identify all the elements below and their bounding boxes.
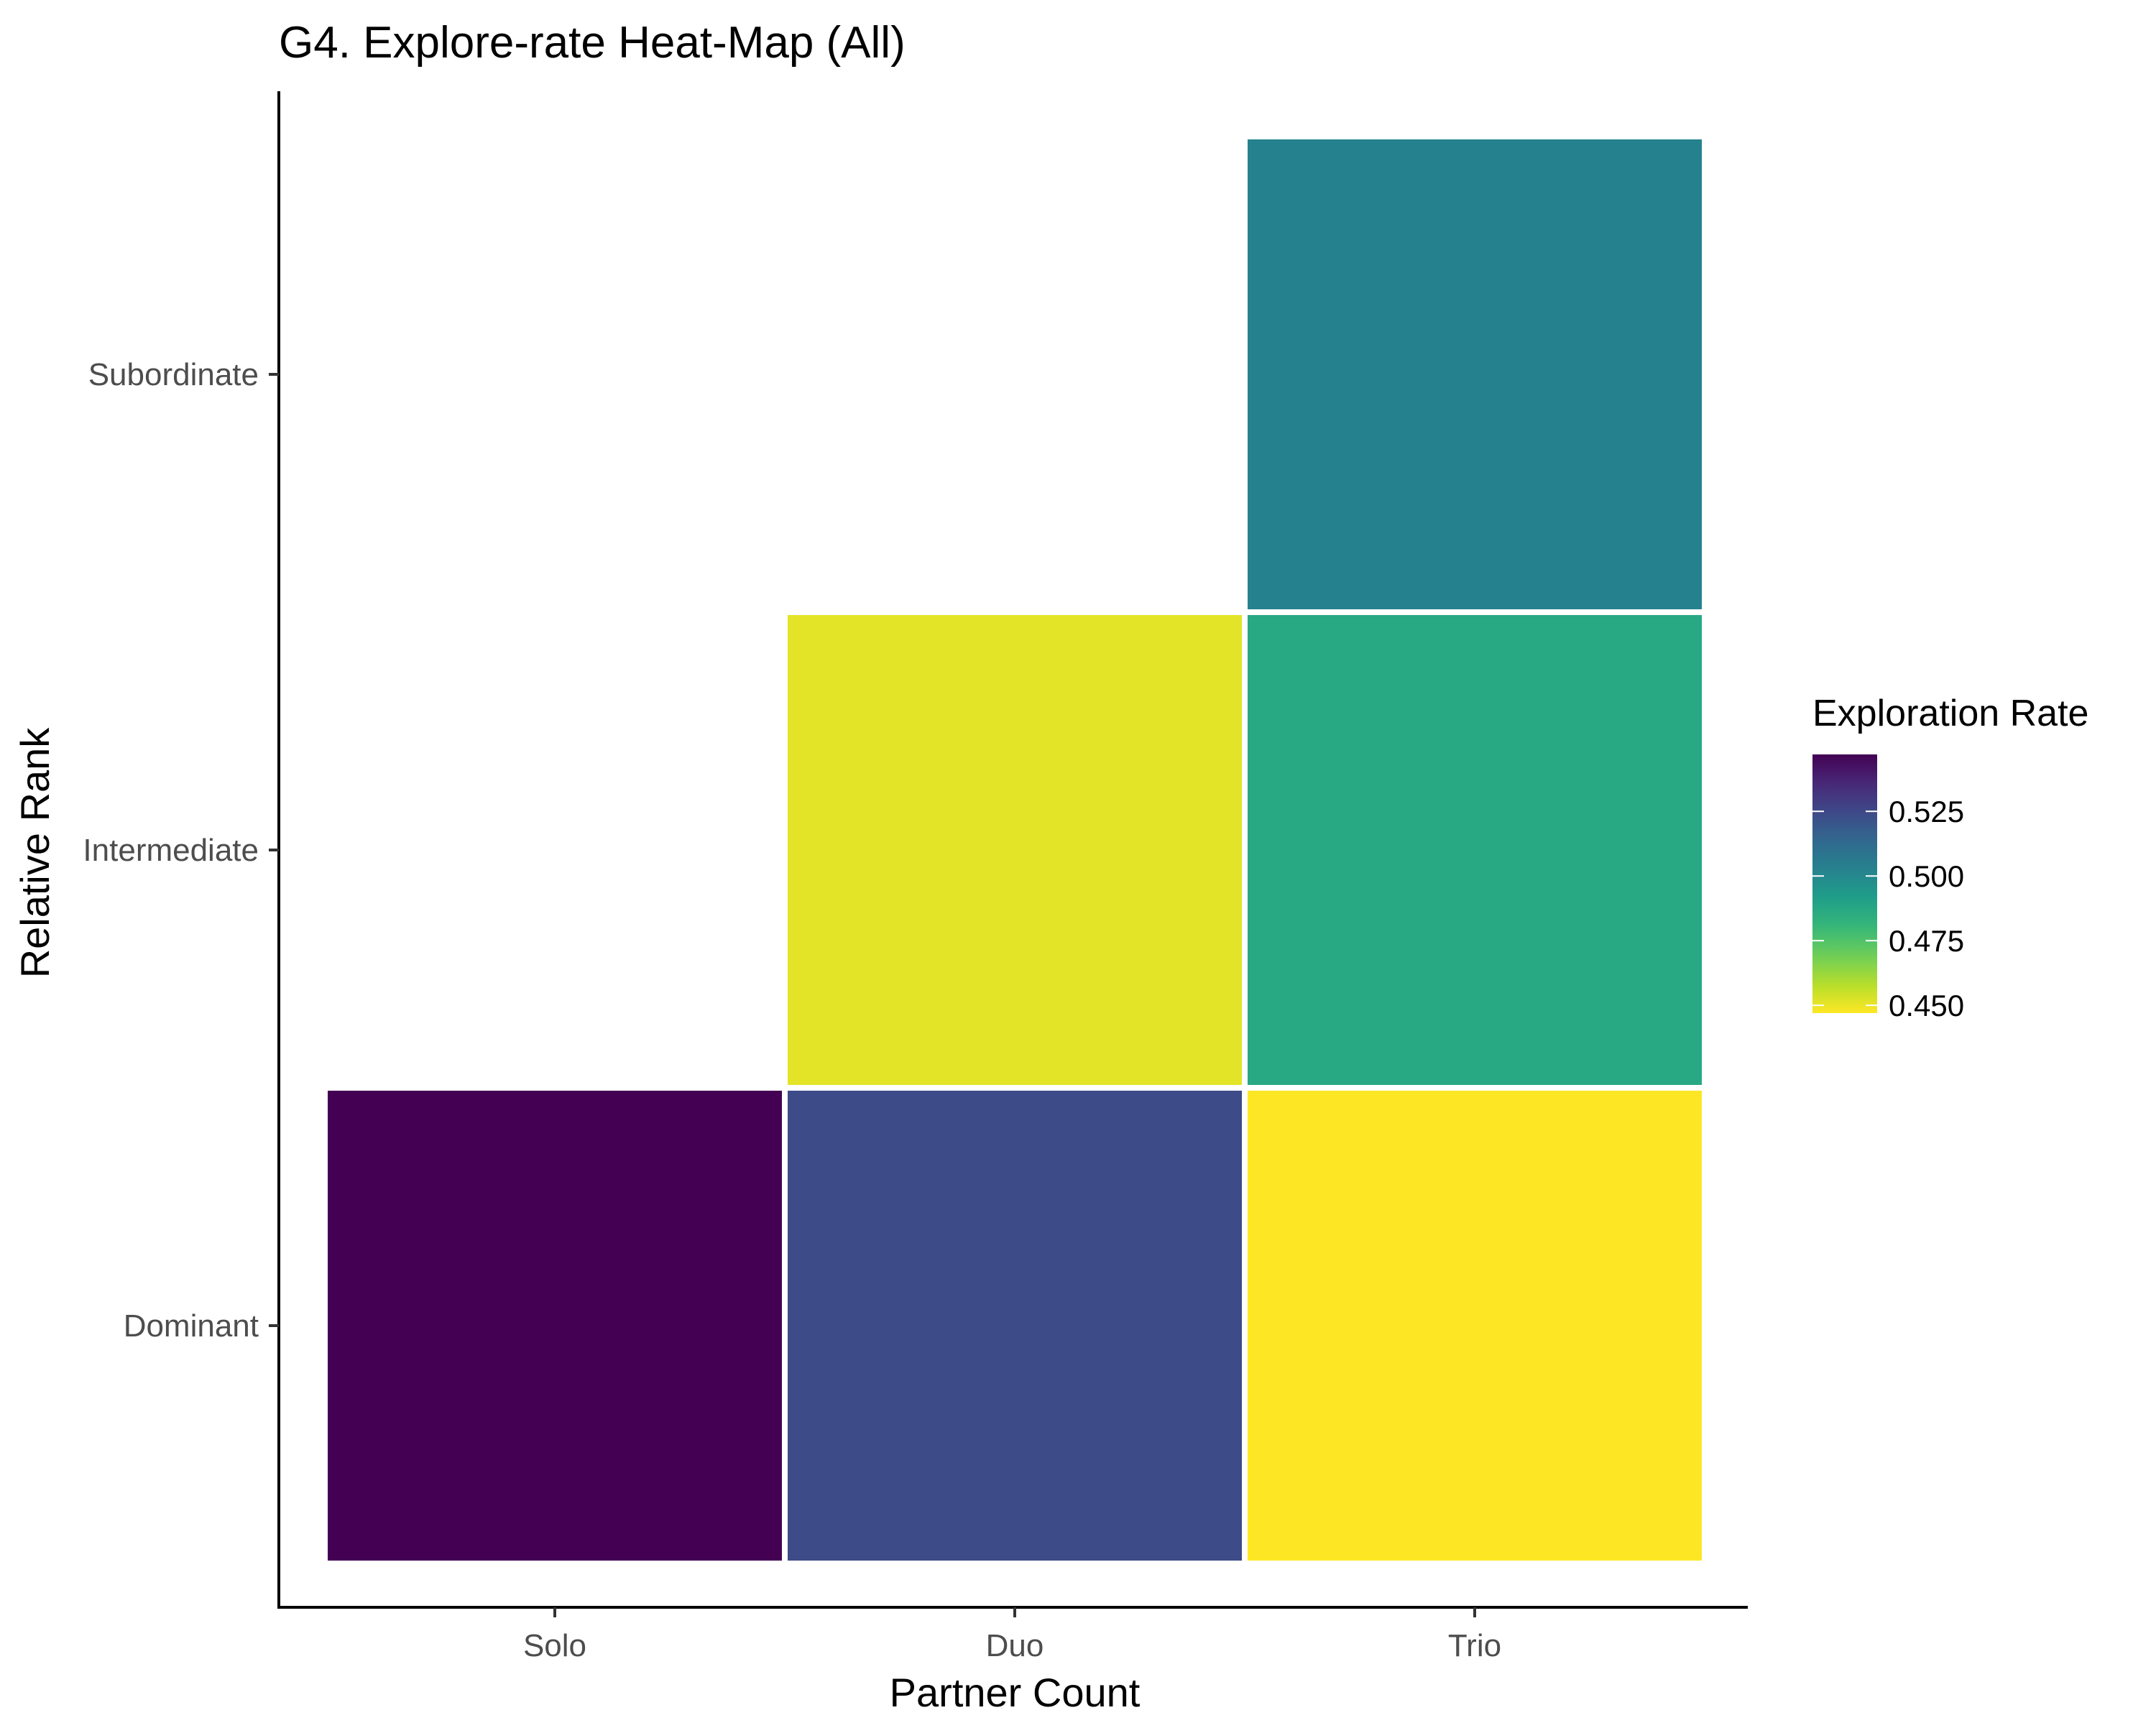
heatmap-cell-solo-dominant [328,1091,782,1561]
colorbar-tick-label: 0.525 [1889,795,1964,828]
legend-title: Exploration Rate [1812,693,2088,734]
x-tick-label-trio: Trio [1448,1628,1501,1663]
colorbar-tick-label: 0.450 [1889,989,1964,1022]
heatmap-cell-trio-subordinate [1248,139,1702,609]
axes: Solo Duo Trio Dominant Intermediate Subordina… [83,91,1748,1663]
chart-title: G4. Explore-rate Heat-Map (All) [279,18,906,68]
colorbar-tick-label: 0.475 [1889,924,1964,958]
heatmap-cell-trio-dominant [1248,1091,1702,1561]
y-tick-label-intermediate: Intermediate [83,833,259,868]
y-tick-label-dominant: Dominant [124,1308,259,1344]
heatmap-cell-trio-intermediate [1248,615,1702,1085]
y-tick-label-subordinate: Subordinate [88,357,259,392]
x-axis-title: Partner Count [890,1670,1141,1715]
y-axis-title: Relative Rank [12,727,57,979]
heatmap-cell-duo-intermediate [788,615,1242,1085]
heatmap-cells [328,139,1702,1561]
x-tick-label-solo: Solo [523,1628,586,1663]
heatmap-cell-duo-dominant [788,1091,1242,1561]
colorbar-legend: Exploration Rate 0.525 0.500 0.475 0.450 [1812,693,2088,1022]
colorbar-tick-label: 0.500 [1889,859,1964,893]
colorbar [1812,754,1877,1013]
x-tick-label-duo: Duo [986,1628,1044,1663]
